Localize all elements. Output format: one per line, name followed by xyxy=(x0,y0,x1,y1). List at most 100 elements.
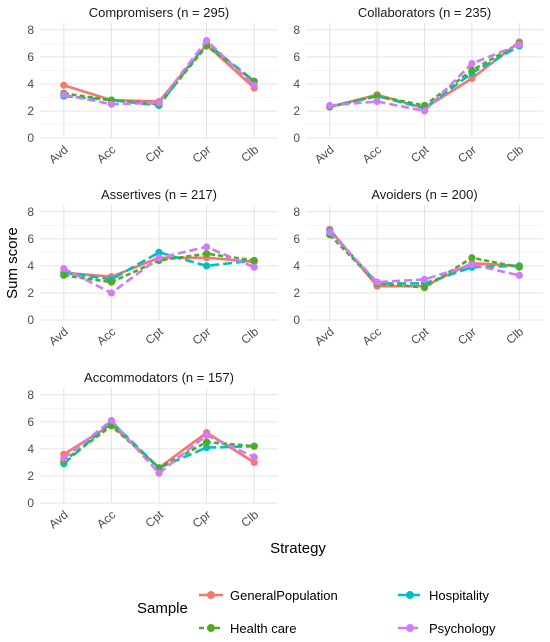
data-point xyxy=(203,431,211,439)
x-tick-label: Clb xyxy=(503,142,526,165)
x-tick-label: Avd xyxy=(46,143,71,167)
legend-label: Hospitality xyxy=(429,588,489,603)
panel-title: Assertives (n = 217) xyxy=(101,187,217,202)
y-tick-label: 6 xyxy=(293,50,300,64)
y-tick-label: 0 xyxy=(27,313,34,327)
panel-assertives-n-217: 0 2 4 6 8 Avd Acc Cpt Cpr Clb Assertives (n = 217) xyxy=(27,187,278,348)
y-tick-label: 0 xyxy=(293,131,300,145)
x-tick-label: Clb xyxy=(503,324,526,347)
data-point xyxy=(203,243,211,251)
panel-compromisers-n-295: 0 2 4 6 8 Avd Acc Cpt Cpr Clb Compromisers (n = 29… xyxy=(27,5,278,166)
y-tick-label: 6 xyxy=(27,232,34,246)
data-point xyxy=(420,283,429,292)
data-point xyxy=(373,92,381,100)
panels-layer: 0 2 4 6 8 Avd Acc Cpt Cpr Clb Compromisers (n = 29… xyxy=(27,5,543,531)
data-point xyxy=(468,59,476,68)
data-point xyxy=(155,464,163,472)
series-line xyxy=(63,44,255,106)
x-tick-label: Cpt xyxy=(408,142,432,165)
legend-title: Sample xyxy=(137,600,188,617)
y-tick-label: 0 xyxy=(27,131,34,145)
panel-avoiders-n-200: 0 2 4 6 8 Avd Acc Cpt Cpr Clb Avoiders (n = 200) xyxy=(293,187,543,348)
y-tick-label: 4 xyxy=(293,77,300,91)
x-tick-label: Clb xyxy=(238,142,261,165)
panel-title: Compromisers (n = 295) xyxy=(89,5,230,20)
y-tick-label: 2 xyxy=(27,286,34,300)
data-point xyxy=(250,458,258,467)
x-tick-label: Cpr xyxy=(455,325,479,348)
legend-label: GeneralPopulation xyxy=(230,588,338,603)
legend-item-hospitality: Hospitality xyxy=(398,588,489,603)
data-point xyxy=(60,271,68,279)
y-tick-label: 6 xyxy=(27,50,34,64)
legend-marker xyxy=(207,624,215,632)
legend-label: Health care xyxy=(230,621,296,636)
data-point xyxy=(326,101,334,110)
y-tick-label: 2 xyxy=(293,104,300,118)
data-point xyxy=(468,74,476,83)
y-tick-label: 4 xyxy=(293,259,300,273)
x-tick-label: Cpt xyxy=(143,507,167,530)
series-line xyxy=(328,231,520,284)
x-tick-label: Cpt xyxy=(143,142,167,165)
data-point xyxy=(515,41,523,49)
y-tick-label: 6 xyxy=(293,232,300,246)
panel-title: Accommodators (n = 157) xyxy=(84,370,234,385)
y-tick-label: 4 xyxy=(27,77,34,91)
y-tick-label: 8 xyxy=(293,23,300,37)
legend-marker xyxy=(406,591,414,599)
y-tick-label: 0 xyxy=(27,496,34,510)
data-point xyxy=(515,263,523,271)
y-tick-label: 8 xyxy=(27,205,34,219)
data-point xyxy=(107,100,115,108)
legend-item-generalpopulation: GeneralPopulation xyxy=(199,588,338,603)
data-point xyxy=(155,469,163,477)
series-line xyxy=(329,43,520,113)
x-tick-label: Acc xyxy=(94,325,118,349)
data-point xyxy=(326,228,334,236)
data-point xyxy=(373,278,381,286)
x-tick-label: Cpr xyxy=(190,325,214,348)
x-tick-label: Clb xyxy=(238,324,261,347)
data-point xyxy=(107,416,115,425)
x-tick-label: Cpt xyxy=(143,324,167,347)
y-tick-label: 8 xyxy=(293,205,300,219)
y-tick-label: 6 xyxy=(27,415,34,429)
panel-accommodators-n-157: 0 2 4 6 8 Avd Acc Cpt Cpr Clb Accommodators (n = 1… xyxy=(27,370,278,531)
y-tick-label: 2 xyxy=(293,286,300,300)
series-psychology xyxy=(326,228,523,286)
x-tick-label: Avd xyxy=(46,508,71,532)
data-point xyxy=(60,91,68,99)
y-tick-label: 8 xyxy=(27,23,34,37)
data-point xyxy=(250,256,258,265)
data-point xyxy=(468,66,476,74)
legend-item-psychology: Psychology xyxy=(398,621,496,636)
data-point xyxy=(60,264,68,273)
legend-label: Psychology xyxy=(429,621,496,636)
panel-title: Avoiders (n = 200) xyxy=(371,187,477,202)
x-tick-label: Cpr xyxy=(190,508,214,531)
x-tick-label: Acc xyxy=(360,325,384,349)
y-axis-title: Sum score xyxy=(4,227,21,299)
legend-item-health-care: Health care xyxy=(199,621,296,636)
x-tick-label: Cpt xyxy=(408,324,432,347)
y-tick-label: 4 xyxy=(27,259,34,273)
series-psychology xyxy=(60,416,258,477)
series-line xyxy=(62,420,255,470)
series-psychology xyxy=(60,243,258,297)
data-point xyxy=(203,262,211,270)
x-tick-label: Acc xyxy=(94,508,118,532)
data-point xyxy=(468,260,476,269)
x-tick-label: Acc xyxy=(94,143,118,167)
data-point xyxy=(60,454,68,462)
y-tick-label: 2 xyxy=(27,469,34,483)
data-point xyxy=(155,248,163,256)
legend: Sample GeneralPopulation Hospitality Healt… xyxy=(137,588,496,636)
data-point xyxy=(373,97,381,106)
series-psychology xyxy=(60,36,258,108)
data-point xyxy=(155,99,163,107)
data-point xyxy=(203,250,211,258)
data-point xyxy=(155,254,163,262)
legend-keys: GeneralPopulation Hospitality Health care P… xyxy=(199,588,496,636)
panel-title: Collaborators (n = 235) xyxy=(358,5,491,20)
